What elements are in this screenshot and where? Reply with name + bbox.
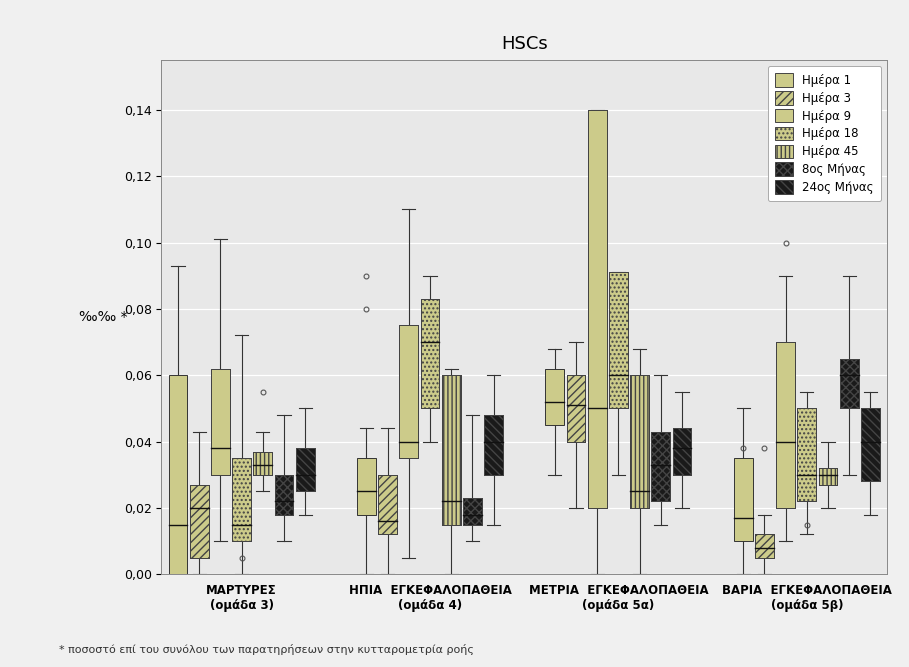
Bar [421,299,439,408]
Bar [421,299,439,408]
Bar [254,452,272,475]
Bar [818,468,837,485]
Bar [463,498,482,524]
Bar [399,325,418,458]
Bar [797,408,816,502]
Bar [442,376,461,524]
Title: HSCs: HSCs [501,35,547,53]
Bar [609,272,628,408]
Text: * ποσοστό επί του συνόλου των παρατηρήσεων στην κυτταρομετρία ροής: * ποσοστό επί του συνόλου των παρατηρήσε… [59,644,474,655]
Bar [357,458,375,514]
Bar [211,369,230,475]
Y-axis label: ‰‰ *: ‰‰ * [79,310,127,324]
Bar [630,376,649,508]
Bar [797,408,816,502]
Bar [545,369,564,425]
Bar [484,415,503,475]
Bar [566,376,585,442]
Bar [840,359,859,408]
Bar [776,342,795,508]
Bar [190,485,208,558]
Bar [755,534,774,558]
Bar [755,534,774,558]
Bar [652,432,670,502]
Bar [378,475,397,534]
Bar [734,458,753,541]
Bar [776,342,795,508]
Bar [254,452,272,475]
Bar [378,475,397,534]
Bar [232,458,251,541]
Bar [861,408,880,482]
Bar [818,468,837,485]
Bar [652,432,670,502]
Bar [588,110,606,508]
Bar [295,448,315,492]
Bar [275,475,294,514]
Bar [673,428,692,475]
Bar [168,376,187,574]
Bar [673,428,692,475]
Bar [463,498,482,524]
Bar [566,376,585,442]
Bar [630,376,649,508]
Legend: Ημέρα 1, Ημέρα 3, Ημέρα 9, Ημέρα 18, Ημέρα 45, 8ος Μήνας, 24ος Μήνας: Ημέρα 1, Ημέρα 3, Ημέρα 9, Ημέρα 18, Ημέ… [768,66,881,201]
Bar [190,485,208,558]
Bar [442,376,461,524]
Bar [295,448,315,492]
Bar [609,272,628,408]
Bar [588,110,606,508]
Bar [840,359,859,408]
Bar [399,325,418,458]
Bar [275,475,294,514]
Bar [861,408,880,482]
Bar [211,369,230,475]
Bar [232,458,251,541]
Bar [484,415,503,475]
